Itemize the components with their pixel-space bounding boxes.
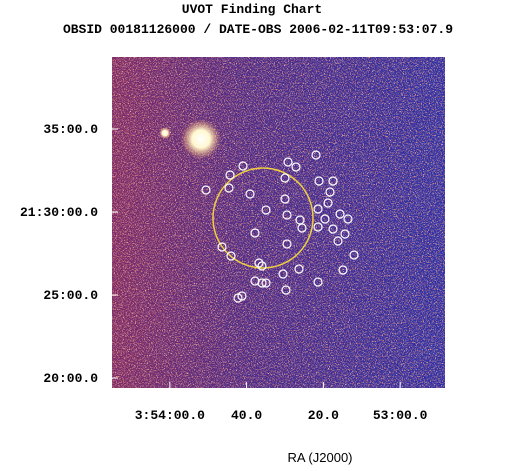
x-tick-label: 20.0: [308, 408, 339, 423]
y-tick-label: 35:00.0: [43, 122, 98, 137]
y-tick-label: 21:30:00.0: [20, 205, 98, 220]
target-circle: [212, 167, 314, 269]
x-tick-label: 3:54:00.0: [135, 408, 205, 423]
x-tick-label: 40.0: [231, 408, 262, 423]
x-tick-label: 53:00.0: [373, 408, 428, 423]
y-tick-label: 20:00.0: [43, 371, 98, 386]
sky-image: [112, 57, 445, 388]
x-axis-label: RA (J2000): [287, 450, 352, 465]
chart-title: UVOT Finding Chart: [182, 2, 322, 17]
y-tick-label: 25:00.0: [43, 288, 98, 303]
chart-subtitle: OBSID 00181126000 / DATE-OBS 2006-02-11T…: [63, 22, 453, 37]
source-markers: [201, 150, 359, 303]
